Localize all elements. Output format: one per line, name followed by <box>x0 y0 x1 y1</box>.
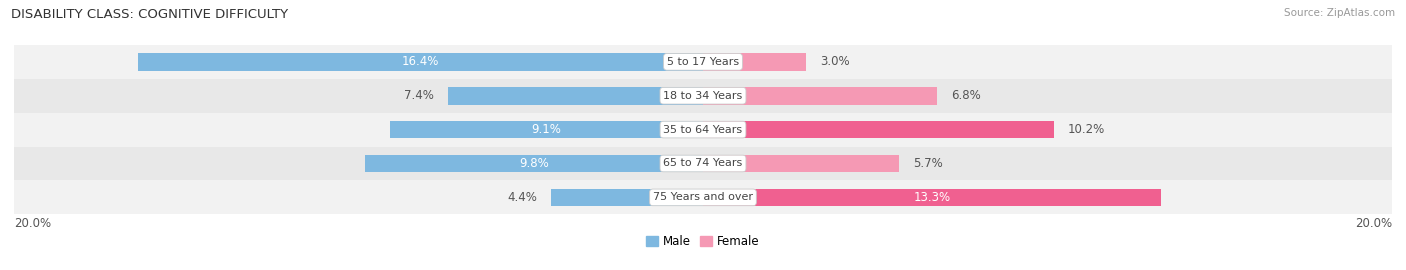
Text: 18 to 34 Years: 18 to 34 Years <box>664 91 742 101</box>
Text: 3.0%: 3.0% <box>820 55 849 68</box>
Text: 4.4%: 4.4% <box>508 191 537 204</box>
Bar <box>449 87 703 104</box>
Text: 9.1%: 9.1% <box>531 123 561 136</box>
Text: 6.8%: 6.8% <box>950 89 981 102</box>
Bar <box>703 188 1161 206</box>
Bar <box>14 45 1392 79</box>
Text: 75 Years and over: 75 Years and over <box>652 192 754 202</box>
Text: 65 to 74 Years: 65 to 74 Years <box>664 158 742 168</box>
Text: 16.4%: 16.4% <box>402 55 439 68</box>
Text: 5.7%: 5.7% <box>912 157 943 170</box>
Bar <box>703 53 807 71</box>
Bar <box>703 87 938 104</box>
Bar <box>551 188 703 206</box>
Bar <box>389 121 703 139</box>
Text: 20.0%: 20.0% <box>14 217 51 230</box>
Bar <box>703 121 1054 139</box>
Legend: Male, Female: Male, Female <box>647 235 759 248</box>
Text: 13.3%: 13.3% <box>914 191 950 204</box>
Bar <box>14 79 1392 113</box>
Bar <box>14 180 1392 214</box>
Text: 10.2%: 10.2% <box>1069 123 1105 136</box>
Bar <box>703 155 900 172</box>
Bar <box>366 155 703 172</box>
Text: 20.0%: 20.0% <box>1355 217 1392 230</box>
Text: 5 to 17 Years: 5 to 17 Years <box>666 57 740 67</box>
Bar <box>14 113 1392 147</box>
Text: 7.4%: 7.4% <box>405 89 434 102</box>
Text: 9.8%: 9.8% <box>519 157 550 170</box>
Text: DISABILITY CLASS: COGNITIVE DIFFICULTY: DISABILITY CLASS: COGNITIVE DIFFICULTY <box>11 8 288 21</box>
Bar <box>14 147 1392 180</box>
Bar <box>138 53 703 71</box>
Text: Source: ZipAtlas.com: Source: ZipAtlas.com <box>1284 8 1395 18</box>
Text: 35 to 64 Years: 35 to 64 Years <box>664 124 742 135</box>
